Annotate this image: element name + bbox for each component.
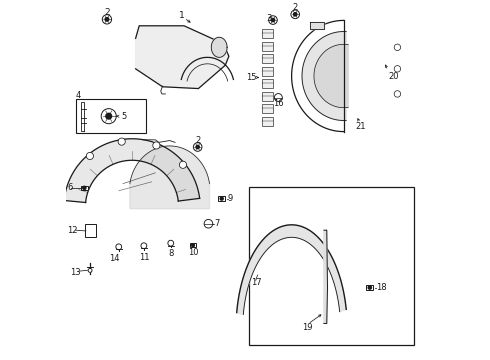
Circle shape [394,66,401,72]
Circle shape [394,44,401,50]
Polygon shape [211,37,227,57]
Circle shape [196,145,199,149]
Bar [262,104,273,113]
Bar [81,186,88,190]
Circle shape [394,91,401,97]
Bar [262,117,273,126]
Text: 4: 4 [76,91,81,100]
Circle shape [291,10,299,19]
Circle shape [271,18,274,22]
Circle shape [274,94,282,102]
Polygon shape [237,225,346,315]
Circle shape [141,243,147,249]
Text: 14: 14 [109,254,120,263]
Circle shape [220,197,223,200]
Circle shape [192,244,195,247]
Circle shape [116,244,122,250]
Polygon shape [314,44,348,108]
Text: 2: 2 [293,3,298,12]
Text: 9: 9 [228,194,233,203]
Bar [367,285,373,290]
Bar [190,243,196,247]
Text: 20: 20 [389,72,399,81]
Text: 16: 16 [273,99,284,108]
Circle shape [86,152,94,159]
Polygon shape [310,22,324,30]
Circle shape [83,186,86,189]
Polygon shape [136,26,229,89]
Circle shape [118,138,125,145]
Text: 11: 11 [139,253,149,262]
Circle shape [88,269,92,273]
Circle shape [106,113,112,119]
Polygon shape [64,139,199,203]
Text: 1: 1 [179,11,184,20]
Circle shape [269,16,277,24]
Text: 8: 8 [168,249,173,258]
Bar [85,224,96,237]
Text: 3: 3 [266,14,271,23]
Bar [262,29,273,38]
Text: 5: 5 [122,112,126,121]
Circle shape [105,18,109,21]
Circle shape [101,109,116,124]
Bar [76,99,146,134]
Circle shape [368,286,371,289]
Polygon shape [324,230,327,323]
Bar [262,54,273,63]
Bar [262,41,273,50]
Circle shape [194,143,202,151]
Text: 6: 6 [68,183,73,192]
Text: 13: 13 [70,268,81,277]
Bar [262,79,273,88]
Text: 12: 12 [68,226,78,235]
Text: 21: 21 [355,122,366,131]
Text: 7: 7 [214,219,220,228]
Text: 19: 19 [302,323,313,332]
Polygon shape [130,146,210,209]
Circle shape [294,13,297,16]
Circle shape [153,142,160,149]
Bar [262,92,273,101]
Circle shape [179,161,187,168]
Text: 18: 18 [376,283,387,292]
Text: 15: 15 [246,73,257,82]
Circle shape [204,220,213,228]
Circle shape [168,240,173,246]
Bar [262,67,273,76]
Bar [219,197,225,201]
Bar [248,187,414,345]
Text: 2: 2 [195,136,200,145]
Text: 2: 2 [104,8,110,17]
Circle shape [102,15,112,24]
Text: 17: 17 [251,278,262,287]
Text: 10: 10 [188,248,198,257]
Polygon shape [302,32,346,121]
